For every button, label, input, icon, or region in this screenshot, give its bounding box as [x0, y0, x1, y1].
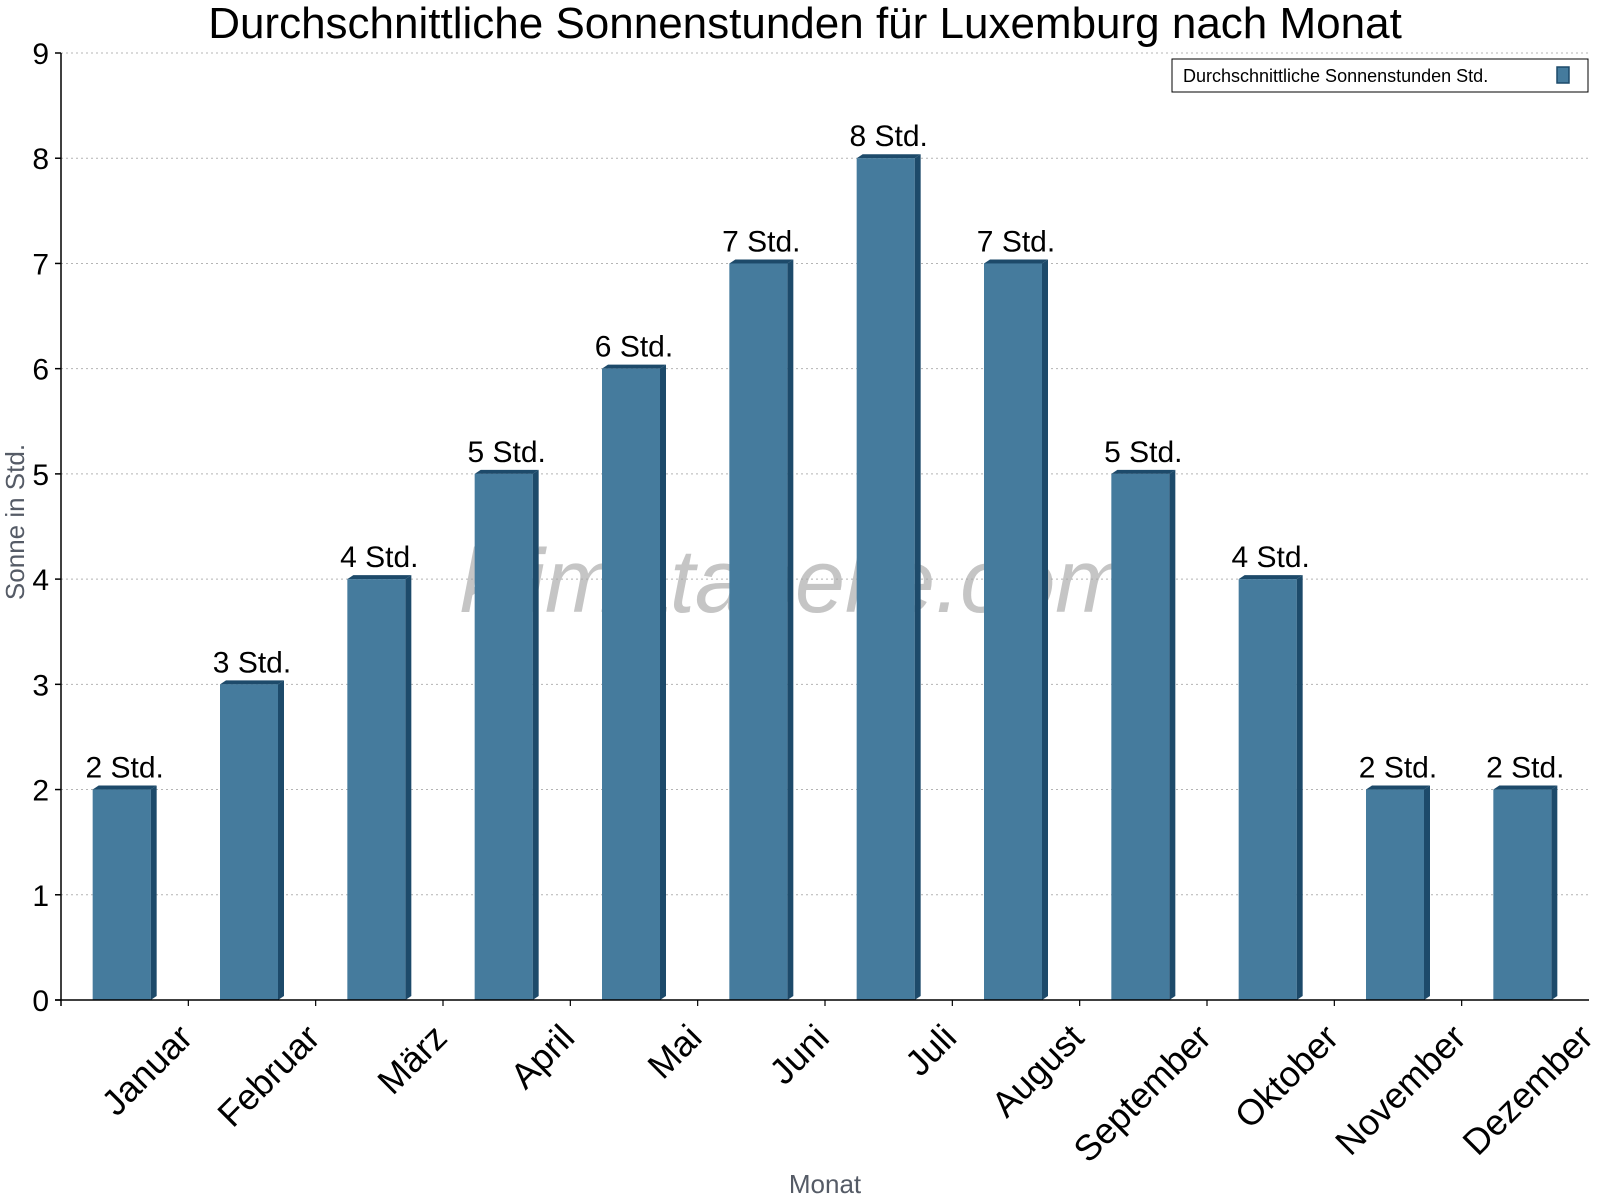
bar-side: [914, 154, 921, 1000]
x-tick-label: März: [369, 1016, 455, 1102]
x-tick-label: August: [983, 1016, 1091, 1124]
bar-front: [92, 789, 151, 1000]
x-tick-label: Juni: [761, 1016, 837, 1092]
legend-box: [1171, 58, 1589, 93]
y-tick-label: 6: [32, 354, 49, 387]
legend-swatch: [1556, 66, 1570, 84]
bar-side: [532, 469, 539, 1000]
bar-side: [660, 364, 666, 1001]
bar-value-label: 7 Std.: [977, 225, 1055, 258]
bar-top: [347, 575, 412, 580]
bar-top: [602, 364, 666, 369]
bar-juni: [729, 259, 794, 1000]
bar-side: [1296, 575, 1303, 1000]
bar-top: [220, 680, 284, 685]
y-tick-label: 8: [32, 143, 49, 176]
bar-value-label: 2 Std.: [85, 752, 163, 785]
bar-side: [150, 785, 157, 1000]
bar-september: [1111, 469, 1176, 1000]
bar-value-label: 4 Std.: [1231, 541, 1309, 574]
y-tick-label: 3: [32, 669, 49, 702]
bar-side: [1169, 469, 1176, 1000]
chart-title: Durchschnittliche Sonnenstunden für Luxe…: [208, 0, 1402, 48]
x-axis-title: Monat: [789, 1169, 862, 1199]
legend-label: Durchschnittliche Sonnenstunden Std.: [1183, 66, 1488, 86]
x-tick-label: Februar: [209, 1016, 327, 1134]
bar-juli: [856, 154, 921, 1000]
x-tick-label: November: [1327, 1016, 1473, 1162]
bar-november: [1366, 785, 1430, 1000]
bar-value-label: 2 Std.: [1486, 752, 1564, 785]
bars: 2 Std. 3 Std. 4 Std. 5 Std. 6 Std. 7 Std. 8 St…: [85, 120, 1565, 1001]
bar-value-label: 5 Std.: [467, 436, 545, 469]
y-axis-title: Sonne in Std.: [0, 444, 30, 600]
bar-side: [1042, 259, 1048, 1000]
x-tick-label: Oktober: [1227, 1016, 1347, 1136]
bar-top: [729, 259, 794, 264]
bar-value-label: 6 Std.: [595, 331, 673, 364]
bar-side: [787, 259, 794, 1000]
bar-front: [984, 263, 1042, 1000]
y-tick-labels: 0 1 2 3 4 5 6 7 8 9: [32, 38, 49, 1018]
bar-top: [1238, 575, 1303, 580]
bar-front: [729, 263, 788, 1000]
x-tick-label: April: [502, 1016, 582, 1096]
bar-front: [1111, 473, 1170, 1000]
bar-value-label: 3 Std.: [213, 646, 291, 679]
bar-side: [1551, 785, 1558, 1000]
bar-top: [1111, 469, 1176, 474]
bar-value-label: 5 Std.: [1104, 436, 1182, 469]
x-tick-label: Juli: [897, 1016, 964, 1083]
bar-top: [474, 469, 539, 474]
bar-oktober: [1238, 575, 1303, 1000]
bar-top: [1366, 785, 1430, 790]
bar-side: [1424, 785, 1430, 1000]
bar-front: [347, 579, 406, 1000]
bar-front: [474, 473, 533, 1000]
x-tick-label: September: [1065, 1016, 1219, 1170]
y-tick-label: 2: [32, 775, 49, 808]
bar-februar: [220, 680, 284, 1000]
y-tick-label: 5: [32, 459, 49, 492]
bar-märz: [347, 575, 412, 1000]
bar-top: [984, 259, 1048, 264]
bar-front: [1493, 789, 1552, 1000]
bar-mai: [602, 364, 666, 1001]
y-tick-label: 9: [32, 38, 49, 71]
bar-top: [856, 154, 921, 159]
bar-front: [1366, 789, 1424, 1000]
bar-value-label: 4 Std.: [340, 541, 418, 574]
axes: [55, 52, 1589, 1006]
legend: Durchschnittliche Sonnenstunden Std.: [1171, 58, 1589, 93]
bar-april: [474, 469, 539, 1000]
x-tick-labels: Januar Februar März April Mai Juni Juli AugustS…: [93, 1016, 1600, 1170]
bar-front: [856, 158, 915, 1000]
y-tick-label: 1: [32, 880, 49, 913]
bar-value-label: 2 Std.: [1359, 752, 1437, 785]
y-tick-label: 0: [32, 985, 49, 1018]
y-tick-label: 7: [32, 248, 49, 281]
x-tick-label: Mai: [639, 1016, 709, 1086]
bar-value-label: 7 Std.: [722, 225, 800, 258]
bar-value-label: 8 Std.: [849, 120, 927, 153]
bar-januar: [92, 785, 157, 1000]
bar-front: [1238, 579, 1297, 1000]
y-tick-label: 4: [32, 564, 49, 597]
x-tick-label: Dezember: [1454, 1016, 1600, 1162]
bar-august: [984, 259, 1048, 1000]
bar-front: [602, 368, 660, 1001]
bar-top: [92, 785, 157, 790]
x-tick-label: Januar: [93, 1016, 200, 1123]
bar-top: [1493, 785, 1558, 790]
bar-dezember: [1493, 785, 1558, 1000]
bar-side: [405, 575, 412, 1000]
bar-front: [220, 684, 278, 1000]
bar-side: [278, 680, 284, 1000]
